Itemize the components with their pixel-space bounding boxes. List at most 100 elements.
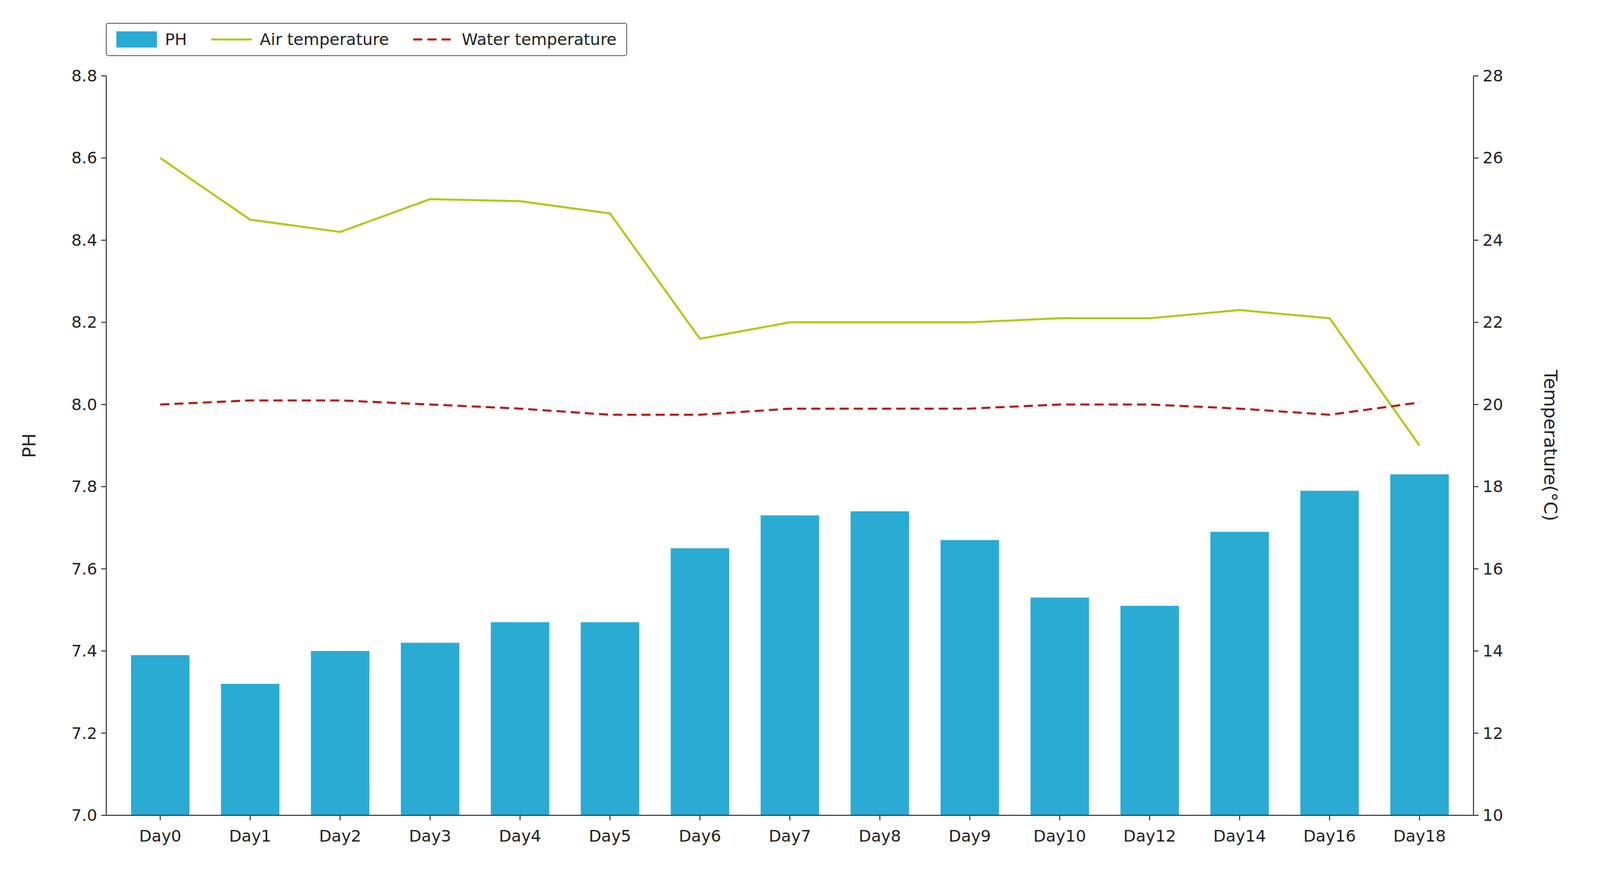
y2-tick xyxy=(1473,733,1479,735)
x-tick xyxy=(159,815,161,821)
y2-tick-label: 22 xyxy=(1482,312,1504,332)
y2-tick xyxy=(1473,486,1479,488)
y2-tick xyxy=(1473,239,1479,241)
line xyxy=(160,157,1420,446)
x-tick xyxy=(609,815,611,821)
bar xyxy=(490,622,550,816)
chart: Day0Day1Day2Day3Day4Day5Day6Day7Day8Day9… xyxy=(0,0,1600,876)
x-tick xyxy=(879,815,881,821)
legend-frame xyxy=(106,23,627,56)
x-tick-label: Day5 xyxy=(588,826,632,847)
x-tick xyxy=(1059,815,1061,821)
y2-tick-label: 16 xyxy=(1482,559,1504,579)
y-tick xyxy=(101,75,107,77)
y-axis-line xyxy=(105,75,107,816)
bar xyxy=(400,643,460,816)
y2-tick xyxy=(1473,321,1479,323)
y2-tick xyxy=(1473,650,1479,652)
y2-tick-label: 20 xyxy=(1482,395,1504,415)
y-tick-label: 7.8 xyxy=(71,477,98,497)
x-tick-label: Day8 xyxy=(858,826,902,847)
y2-tick xyxy=(1473,404,1479,406)
y-tick xyxy=(101,239,107,241)
legend-swatch xyxy=(413,38,454,41)
line xyxy=(160,400,1420,415)
x-tick-label: Day4 xyxy=(498,826,542,847)
bar xyxy=(1030,598,1090,816)
x-tick xyxy=(519,815,521,821)
y-tick-label: 8.0 xyxy=(71,395,98,415)
y-tick xyxy=(101,650,107,652)
x-tick-label: Day1 xyxy=(229,826,272,847)
bar xyxy=(580,622,640,816)
bar xyxy=(940,540,1000,816)
x-tick-label: Day7 xyxy=(768,826,812,847)
bar xyxy=(1300,490,1360,816)
legend-swatch xyxy=(211,38,252,41)
y-tick-label: 7.0 xyxy=(71,806,98,826)
y2-tick xyxy=(1473,157,1479,159)
x-tick-label: Day12 xyxy=(1123,826,1176,847)
y2-axis-label: Temperature(°C) xyxy=(1540,369,1562,522)
x-tick-label: Day3 xyxy=(408,826,452,847)
x-tick xyxy=(429,815,431,821)
bar xyxy=(850,511,910,816)
bar xyxy=(1390,474,1450,816)
y-axis-label: PH xyxy=(18,433,40,459)
x-tick xyxy=(1329,815,1331,821)
y2-axis-line xyxy=(1472,75,1475,816)
y-tick xyxy=(101,815,107,817)
legend-label: Air temperature xyxy=(259,29,389,50)
y-tick-label: 7.4 xyxy=(71,641,98,661)
y-tick-label: 7.6 xyxy=(71,559,98,579)
y2-tick-label: 14 xyxy=(1482,641,1504,661)
x-tick xyxy=(1418,815,1420,821)
x-tick-label: Day0 xyxy=(139,826,182,847)
y2-tick-label: 12 xyxy=(1482,724,1504,744)
y2-tick-label: 24 xyxy=(1482,230,1504,250)
legend-label: Water temperature xyxy=(461,29,617,50)
x-tick-label: Day10 xyxy=(1033,826,1086,847)
y-tick xyxy=(101,321,107,323)
legend: PH Air temperature Water temperature xyxy=(106,23,627,56)
y-tick-label: 8.8 xyxy=(71,66,98,86)
y2-tick-label: 10 xyxy=(1482,806,1504,826)
y-tick xyxy=(101,733,107,735)
y-tick-label: 8.2 xyxy=(71,312,98,332)
x-tick-label: Day2 xyxy=(318,826,362,847)
y-tick xyxy=(101,157,107,159)
marks xyxy=(131,157,1449,816)
legend-swatch xyxy=(116,31,157,48)
bar xyxy=(221,684,280,816)
legend-item: Water temperature xyxy=(413,29,617,50)
y2-tick xyxy=(1473,815,1479,817)
y2-tick xyxy=(1473,75,1479,77)
x-tick-label: Day16 xyxy=(1303,826,1357,847)
y-tick-label: 7.2 xyxy=(71,724,98,744)
y2-tick xyxy=(1473,568,1479,570)
bar-series xyxy=(131,474,1449,816)
x-tick xyxy=(1239,815,1241,821)
y2-tick-label: 26 xyxy=(1482,148,1504,168)
bar xyxy=(760,515,820,816)
bar xyxy=(670,548,730,816)
x-tick xyxy=(1149,815,1151,821)
axes: Day0Day1Day2Day3Day4Day5Day6Day7Day8Day9… xyxy=(71,66,1504,847)
y-tick xyxy=(101,486,107,488)
y-tick-label: 8.4 xyxy=(71,230,98,250)
background xyxy=(0,0,1600,876)
legend-item: PH xyxy=(116,29,187,50)
legend-label: PH xyxy=(164,29,187,50)
legend-item: Air temperature xyxy=(211,29,389,50)
x-tick xyxy=(789,815,791,821)
y-tick xyxy=(101,404,107,406)
x-tick-label: Day18 xyxy=(1393,826,1446,847)
y-tick-label: 8.6 xyxy=(71,148,98,168)
y-tick xyxy=(101,568,107,570)
x-tick xyxy=(699,815,701,821)
bar xyxy=(310,651,370,816)
y2-tick-label: 18 xyxy=(1482,477,1504,497)
bar xyxy=(1120,606,1180,816)
x-tick xyxy=(249,815,251,821)
x-tick-label: Day6 xyxy=(678,826,722,847)
